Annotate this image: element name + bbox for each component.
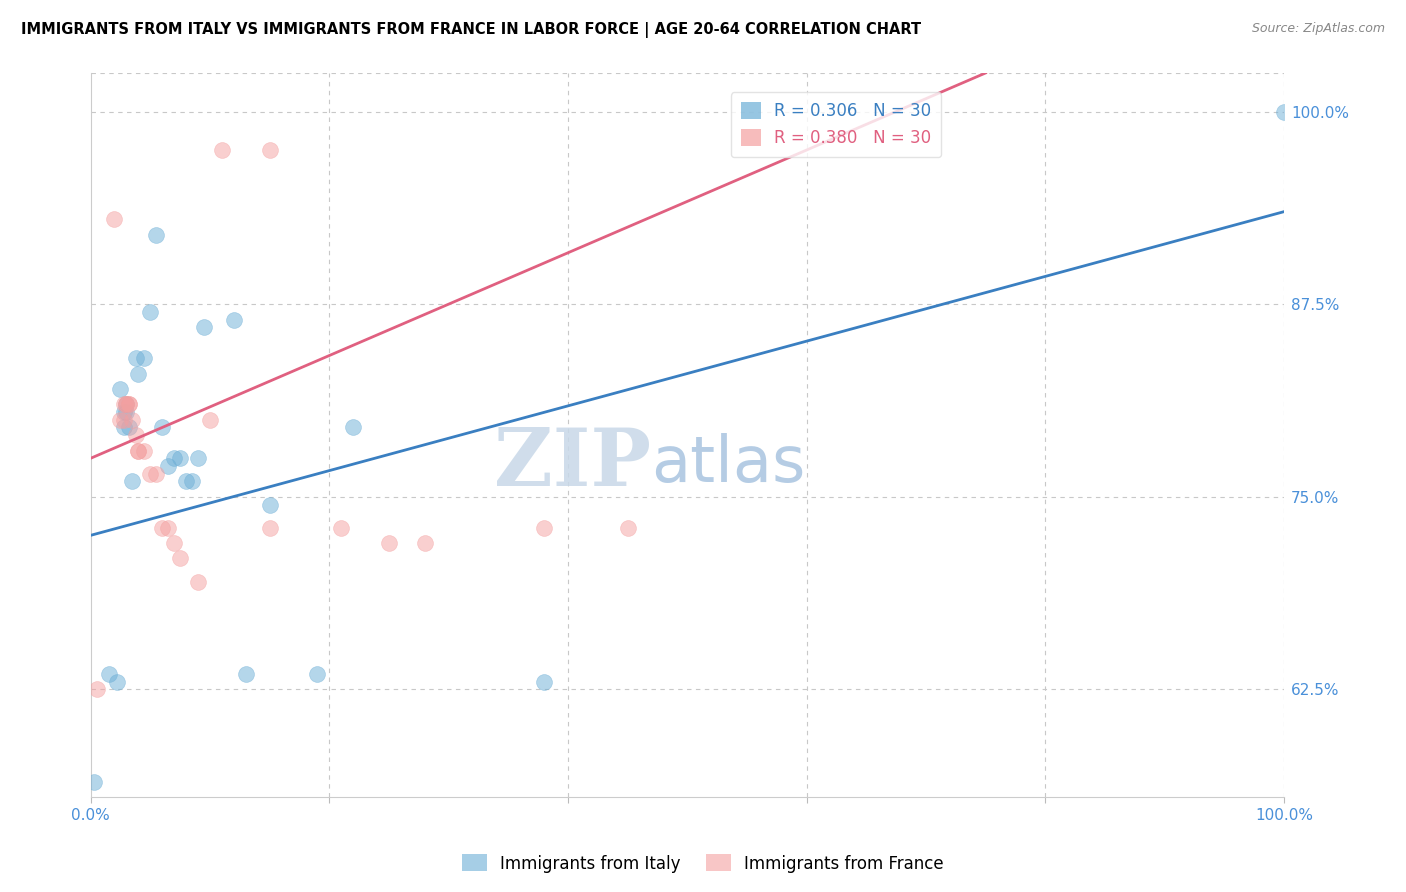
Point: [259, 498, 281, 512]
Point: [115, 397, 138, 411]
Legend: R = 0.306   N = 30, R = 0.380   N = 30: R = 0.306 N = 30, R = 0.380 N = 30: [731, 92, 942, 157]
Point: [330, 521, 353, 535]
Point: [413, 536, 436, 550]
Point: [118, 397, 141, 411]
Point: [139, 305, 162, 319]
Point: [86, 682, 108, 697]
Point: [115, 405, 138, 419]
Point: [115, 397, 138, 411]
Point: [169, 551, 191, 566]
Point: [181, 475, 204, 489]
Point: [533, 521, 555, 535]
Text: Source: ZipAtlas.com: Source: ZipAtlas.com: [1251, 22, 1385, 36]
Point: [1272, 104, 1295, 119]
Point: [157, 521, 180, 535]
Point: [105, 674, 128, 689]
Text: ZIP: ZIP: [495, 425, 651, 503]
Point: [198, 413, 221, 427]
Text: IMMIGRANTS FROM ITALY VS IMMIGRANTS FROM FRANCE IN LABOR FORCE | AGE 20-64 CORRE: IMMIGRANTS FROM ITALY VS IMMIGRANTS FROM…: [21, 22, 921, 38]
Text: atlas: atlas: [651, 434, 806, 495]
Point: [163, 451, 186, 466]
Point: [103, 212, 125, 227]
Point: [112, 397, 135, 411]
Point: [115, 397, 138, 411]
Point: [259, 521, 281, 535]
Point: [169, 451, 191, 466]
Point: [127, 367, 149, 381]
Point: [222, 312, 245, 326]
Point: [118, 397, 141, 411]
Point: [121, 475, 143, 489]
Point: [145, 227, 167, 242]
Point: [97, 667, 120, 681]
Point: [193, 320, 215, 334]
Point: [127, 443, 149, 458]
Point: [110, 382, 132, 396]
Point: [259, 143, 281, 157]
Point: [533, 674, 555, 689]
Point: [307, 667, 329, 681]
Point: [134, 443, 156, 458]
Point: [187, 574, 209, 589]
Point: [125, 351, 148, 365]
Point: [121, 413, 143, 427]
Point: [150, 521, 173, 535]
Point: [112, 405, 135, 419]
Point: [118, 420, 141, 434]
Point: [616, 521, 638, 535]
Point: [187, 451, 209, 466]
Point: [145, 467, 167, 481]
Point: [163, 536, 186, 550]
Legend: Immigrants from Italy, Immigrants from France: Immigrants from Italy, Immigrants from F…: [456, 847, 950, 880]
Point: [157, 458, 180, 473]
Point: [235, 667, 257, 681]
Point: [211, 143, 233, 157]
Point: [174, 475, 197, 489]
Point: [110, 413, 132, 427]
Point: [125, 428, 148, 442]
Point: [139, 467, 162, 481]
Point: [134, 351, 156, 365]
Point: [150, 420, 173, 434]
Point: [342, 420, 364, 434]
Point: [83, 775, 105, 789]
Point: [378, 536, 401, 550]
Point: [127, 443, 149, 458]
Point: [112, 420, 135, 434]
Point: [112, 413, 135, 427]
